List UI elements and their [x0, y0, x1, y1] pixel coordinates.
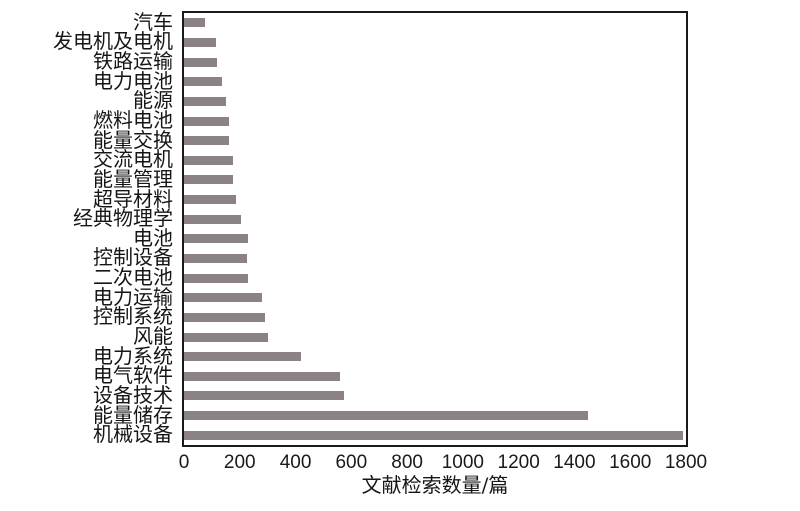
x-axis-title: 文献检索数量/篇	[361, 473, 509, 497]
x-tick-label: 0	[178, 452, 190, 473]
bar	[184, 253, 247, 263]
category-label: 电池	[133, 225, 173, 250]
bar	[184, 391, 344, 401]
category-label: 超导材料	[93, 186, 173, 211]
bar	[184, 352, 301, 362]
category-label: 电力系统	[93, 343, 173, 368]
x-tick-label: 1400	[553, 452, 596, 473]
category-label: 燃料电池	[93, 108, 173, 132]
x-tick-label: 800	[391, 452, 423, 473]
x-tick-label: 1600	[609, 452, 652, 473]
category-label: 电力电池	[93, 68, 173, 93]
category-label: 汽车	[133, 9, 173, 34]
bar	[184, 175, 233, 185]
bar	[184, 312, 265, 322]
bar	[184, 136, 229, 146]
x-tick-label: 600	[335, 452, 368, 473]
bar	[184, 155, 233, 165]
category-label: 铁路运输	[93, 49, 173, 74]
bar	[184, 411, 588, 421]
category-label: 二次电池	[93, 265, 173, 290]
category-label: 经典物理学	[73, 206, 173, 231]
bar	[184, 57, 217, 67]
x-tick-label: 1200	[497, 452, 540, 473]
x-tick-label: 400	[279, 452, 312, 473]
category-label: 交流电机	[93, 147, 173, 172]
x-tick-label: 1000	[441, 452, 485, 473]
category-label: 控制系统	[93, 304, 173, 329]
category-label: 控制设备	[93, 245, 173, 270]
bar	[184, 371, 340, 381]
bar	[184, 116, 229, 126]
category-label: 电气软件	[93, 363, 173, 388]
x-tick-label: 1800	[664, 452, 708, 473]
bar	[184, 293, 262, 303]
bar	[184, 77, 222, 87]
bar	[184, 195, 236, 205]
category-label: 能源	[133, 88, 173, 113]
category-label: 能量管理	[93, 166, 173, 191]
y-axis-labels: 汽车 发电机及电机 铁路运输 电力电池 能源 燃料电池 能量交换 交流电机 能量管理 超导材料 经典…	[0, 0, 177, 460]
bars-container	[184, 13, 686, 445]
bar	[184, 18, 205, 28]
bar	[184, 37, 216, 47]
bar	[184, 430, 683, 440]
bar	[184, 332, 268, 342]
category-label: 机械设备	[93, 422, 173, 447]
bar	[184, 234, 248, 244]
category-label: 能量储存	[93, 402, 173, 427]
category-label: 发电机及电机	[53, 29, 173, 54]
bar	[184, 214, 241, 224]
plot-area	[182, 11, 688, 447]
category-label: 电力运输	[93, 284, 173, 309]
bar	[184, 96, 226, 106]
category-label: 风能	[133, 324, 173, 348]
category-label: 能量交换	[93, 127, 173, 152]
category-label: 设备技术	[93, 382, 173, 407]
bar	[184, 273, 248, 283]
x-tick-label: 200	[223, 452, 256, 473]
